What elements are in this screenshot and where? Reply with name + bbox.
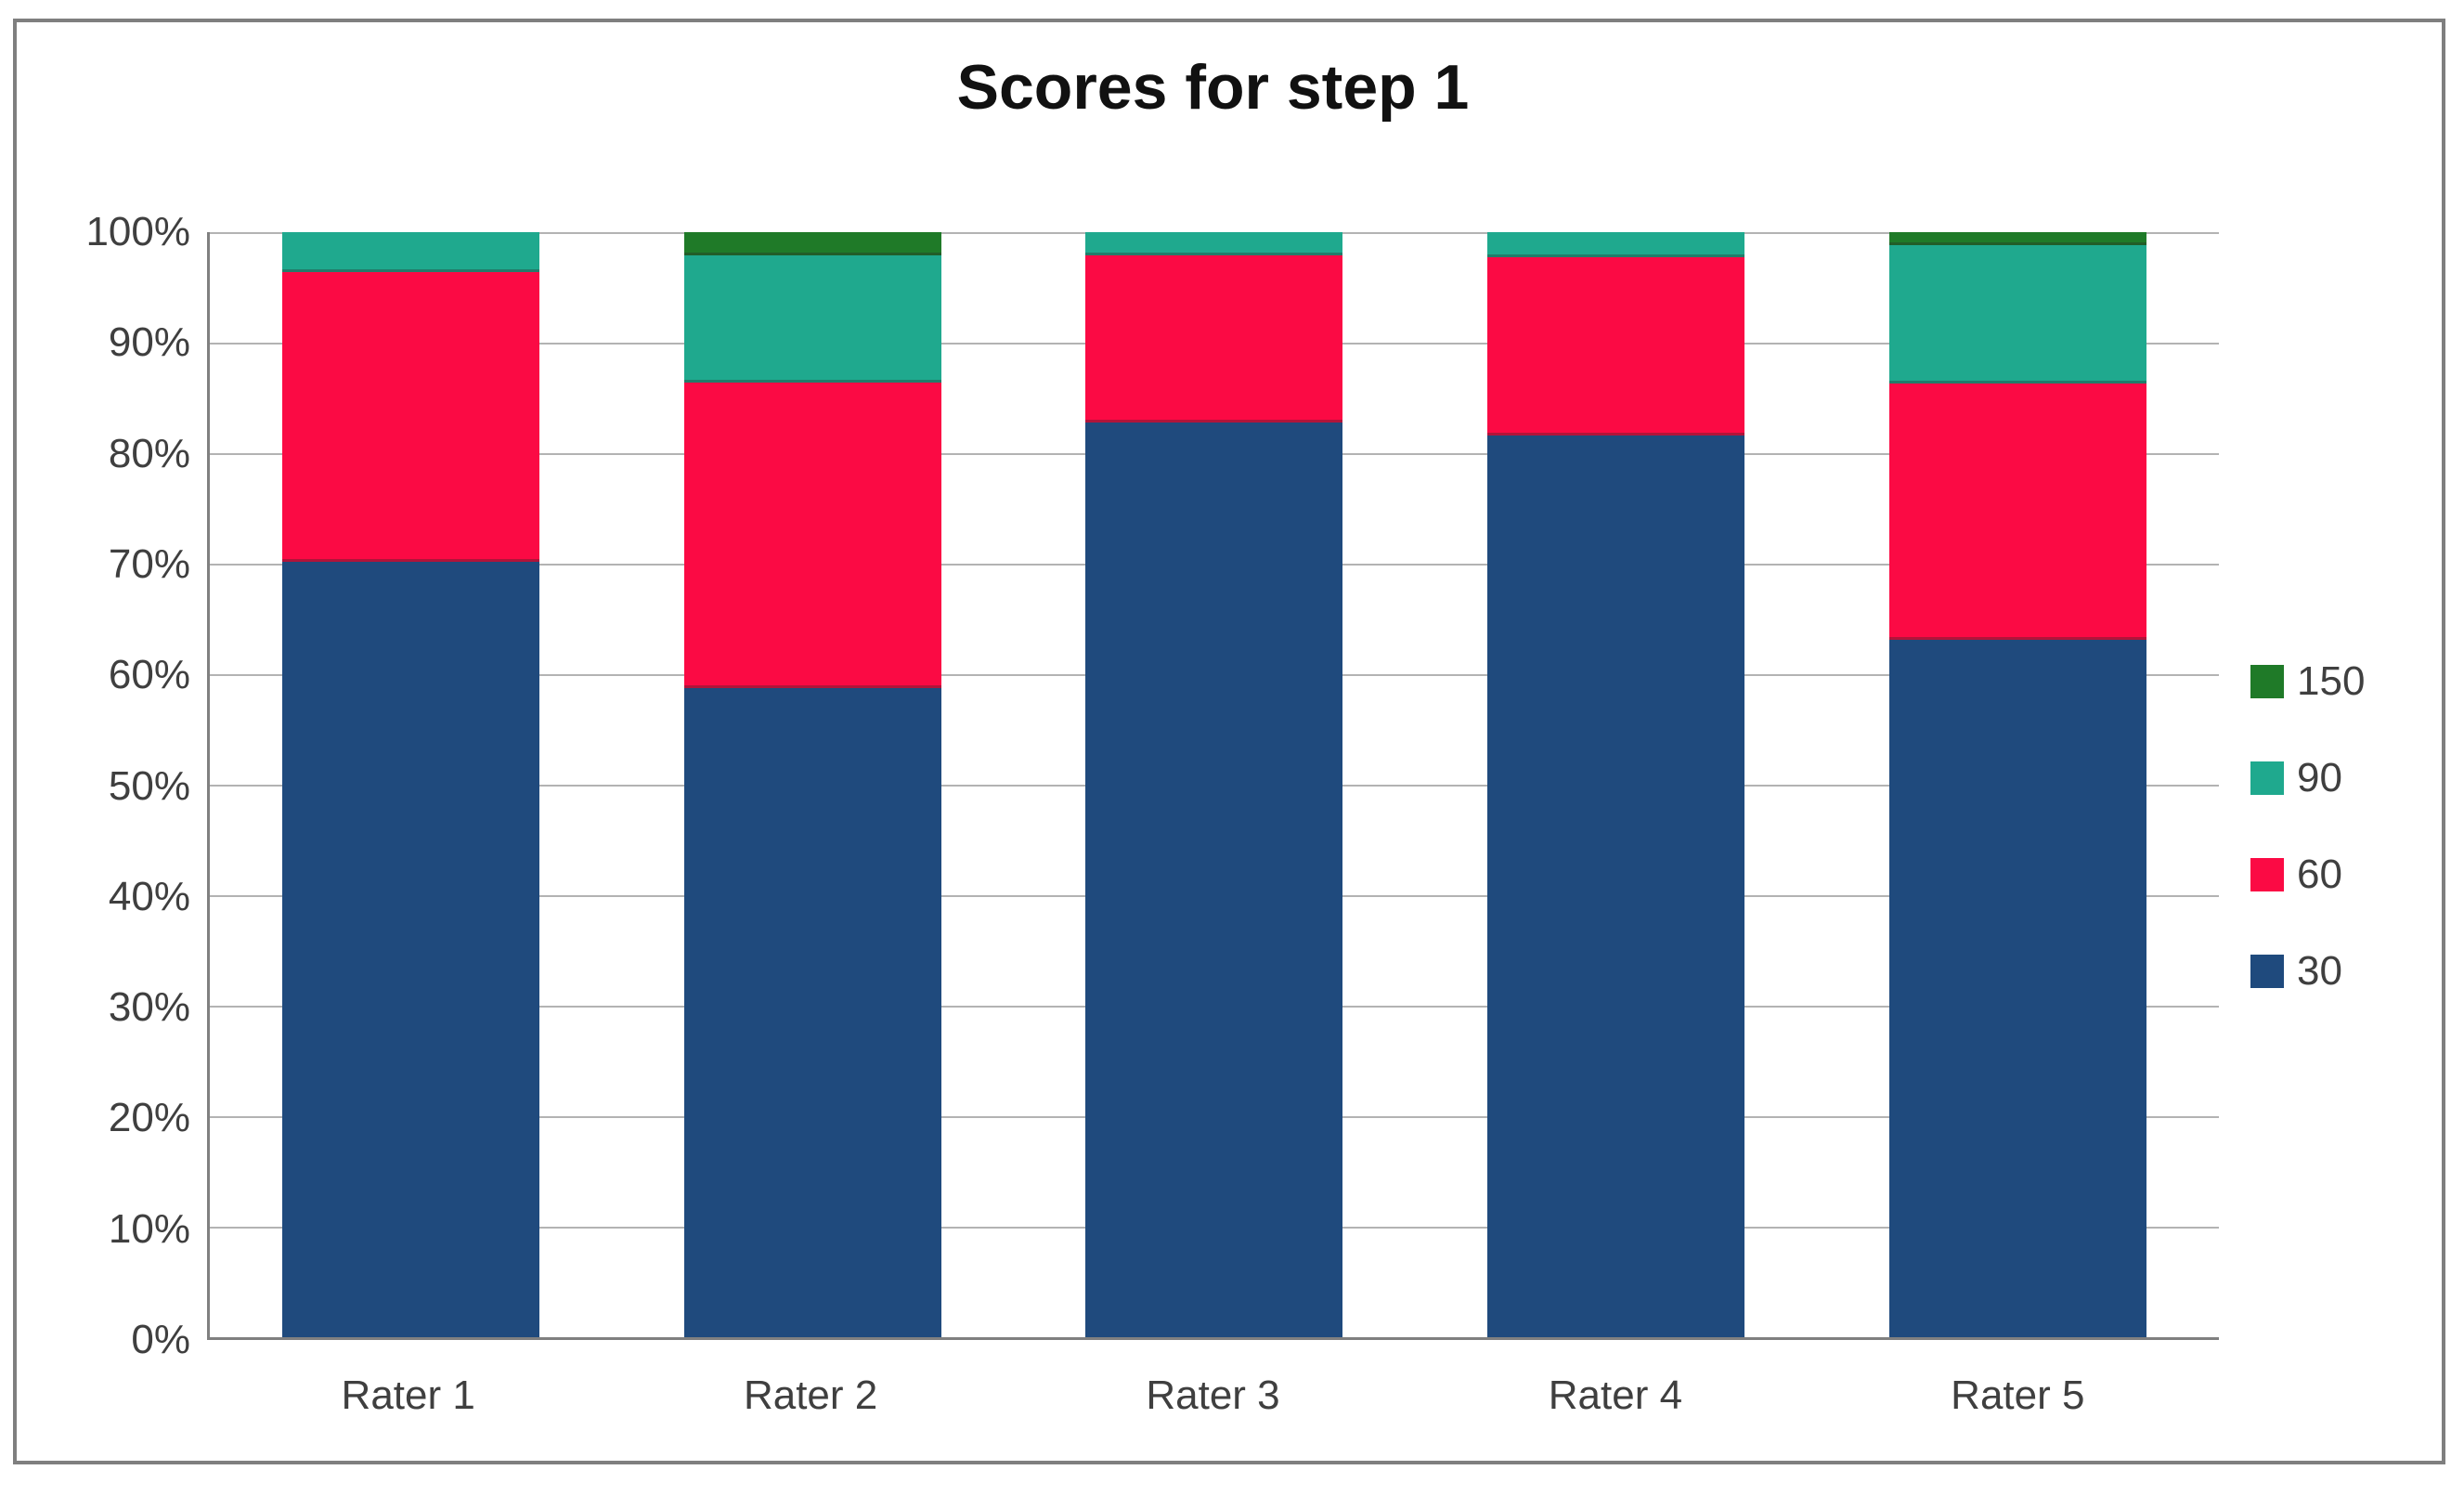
y-tick-label: 10%: [108, 1205, 190, 1252]
bar-segment-60: [281, 271, 539, 562]
category-slot: [1817, 232, 2219, 1337]
bar-segment-60: [1487, 257, 1745, 436]
stacked-bar-rater-1: [281, 232, 539, 1337]
y-tick-label: 60%: [108, 652, 190, 698]
bar-segment-150: [1889, 232, 2147, 246]
x-category-label: Rater 1: [341, 1372, 475, 1418]
bar-series-container: [210, 232, 2219, 1337]
y-tick-label: 0%: [131, 1317, 190, 1362]
y-tick-label: 40%: [108, 873, 190, 919]
y-axis: 100% 90% 80% 70% 60% 50% 40% 30% 20% 10% 0%: [0, 212, 190, 1360]
category-slot: [210, 232, 612, 1337]
y-tick-label: 100%: [85, 209, 190, 254]
y-tick-label: 50%: [108, 762, 190, 809]
x-category-label: Rater 5: [1951, 1372, 2085, 1418]
bar-segment-30: [1889, 640, 2147, 1337]
legend-swatch-icon: [2250, 665, 2284, 698]
legend-label: 150: [2297, 658, 2366, 704]
stacked-bar-rater-4: [1487, 232, 1745, 1337]
category-slot: [1415, 232, 1817, 1337]
category-slot: [612, 232, 1014, 1337]
category-slot: [1014, 232, 1416, 1337]
bar-segment-90: [1889, 245, 2147, 384]
bar-segment-60: [1889, 384, 2147, 641]
legend-item-60: 60: [2250, 854, 2365, 895]
y-tick-label: 80%: [108, 430, 190, 476]
y-tick-label: 30%: [108, 984, 190, 1031]
stacked-bar-rater-5: [1889, 232, 2147, 1337]
legend-swatch-icon: [2250, 955, 2284, 988]
legend-item-150: 150: [2250, 661, 2365, 702]
legend-label: 30: [2297, 948, 2342, 994]
bar-segment-60: [1085, 255, 1343, 423]
y-tick-label: 20%: [108, 1095, 190, 1141]
x-category-label: Rater 3: [1146, 1372, 1280, 1418]
bar-segment-90: [1085, 232, 1343, 255]
legend-item-30: 30: [2250, 951, 2365, 992]
y-tick-label: 90%: [108, 319, 190, 366]
bar-segment-150: [683, 232, 941, 256]
legend-item-90: 90: [2250, 758, 2365, 799]
x-category-label: Rater 2: [743, 1372, 878, 1418]
x-category-label: Rater 4: [1548, 1372, 1683, 1418]
bar-segment-30: [683, 688, 941, 1337]
chart-frame-border: [13, 19, 2445, 1464]
bar-segment-30: [1085, 422, 1343, 1337]
chart-title: Scores for step 1: [956, 52, 1470, 123]
legend-label: 60: [2297, 852, 2342, 897]
bar-segment-30: [281, 561, 539, 1337]
stacked-bar-rater-2: [683, 232, 941, 1337]
x-axis: Rater 1 Rater 2 Rater 3 Rater 4 Rater 5: [207, 1372, 2219, 1419]
legend-swatch-icon: [2250, 761, 2284, 795]
bar-segment-90: [1487, 232, 1745, 258]
y-tick-label: 70%: [108, 540, 190, 587]
legend-swatch-icon: [2250, 858, 2284, 891]
bar-segment-30: [1487, 435, 1745, 1337]
legend-label: 90: [2297, 755, 2342, 800]
bar-segment-60: [683, 382, 941, 689]
plot-area: [207, 232, 2219, 1340]
bar-segment-90: [281, 232, 539, 272]
legend: 150 90 60 30: [2250, 661, 2365, 992]
bar-segment-90: [683, 255, 941, 383]
stacked-bar-rater-3: [1085, 232, 1343, 1337]
